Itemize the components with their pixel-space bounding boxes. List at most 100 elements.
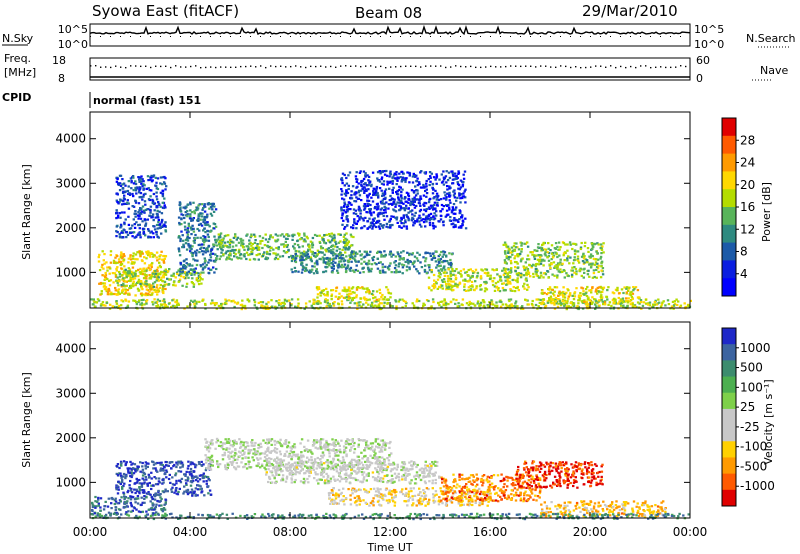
velocity-cell bbox=[152, 467, 155, 470]
power-cell bbox=[395, 191, 398, 194]
power-cell bbox=[189, 217, 192, 220]
power-cell bbox=[355, 196, 358, 199]
power-cell bbox=[257, 301, 260, 304]
power-cell bbox=[345, 176, 348, 180]
freq-unit-label: [MHz] bbox=[4, 66, 36, 79]
power-cell bbox=[127, 257, 130, 260]
power-cell bbox=[404, 304, 407, 307]
power-cell bbox=[125, 230, 128, 234]
power-cell bbox=[161, 224, 164, 227]
power-cell bbox=[324, 261, 327, 264]
velocity-cell bbox=[130, 475, 133, 479]
power-cell bbox=[346, 210, 349, 213]
power-cell bbox=[464, 201, 467, 204]
power-cell bbox=[644, 298, 648, 301]
power-cell bbox=[141, 205, 145, 208]
power-cell bbox=[435, 182, 438, 185]
power-cell bbox=[408, 268, 411, 271]
freq-point bbox=[380, 65, 382, 68]
power-cell bbox=[576, 258, 580, 261]
power-cell bbox=[451, 206, 454, 209]
power-cell bbox=[448, 195, 451, 198]
power-cell bbox=[301, 258, 304, 262]
power-cell bbox=[338, 265, 342, 268]
power-cell bbox=[121, 274, 124, 277]
power-cell bbox=[459, 211, 462, 214]
power-cell bbox=[446, 277, 450, 280]
velocity-cell bbox=[160, 497, 163, 501]
power-cell bbox=[155, 276, 158, 279]
power-cell bbox=[376, 251, 379, 254]
power-cell bbox=[350, 292, 353, 295]
power-cell bbox=[425, 179, 428, 183]
power-cell bbox=[339, 256, 342, 259]
power-cell bbox=[128, 231, 132, 235]
power-cell bbox=[145, 288, 149, 291]
power-cell bbox=[362, 256, 365, 259]
power-cell bbox=[619, 298, 622, 301]
power-cell bbox=[274, 252, 277, 255]
power-cell bbox=[380, 253, 383, 256]
power-cell bbox=[436, 201, 439, 204]
power-cell bbox=[268, 253, 272, 256]
power-cell bbox=[374, 304, 377, 307]
power-cell bbox=[561, 293, 565, 296]
power-cell bbox=[108, 307, 112, 310]
power-cell bbox=[337, 253, 341, 256]
power-cell bbox=[547, 242, 550, 245]
velocity-cell bbox=[179, 462, 182, 465]
power-cell bbox=[122, 260, 125, 263]
power-cell bbox=[233, 305, 236, 309]
power-cell bbox=[399, 251, 403, 254]
power-cell bbox=[234, 233, 237, 236]
power-cell bbox=[468, 279, 471, 282]
power-cell bbox=[187, 270, 190, 273]
power-cell bbox=[464, 289, 468, 292]
power-cell bbox=[172, 304, 175, 307]
power-cell bbox=[514, 270, 517, 273]
power-ytick-label-0: 1000 bbox=[55, 265, 86, 279]
power-cell bbox=[354, 209, 357, 212]
power-cell bbox=[123, 194, 126, 197]
power-cell bbox=[196, 236, 199, 239]
power-cell bbox=[584, 288, 588, 291]
power-cell bbox=[463, 278, 467, 281]
power-cell bbox=[447, 262, 450, 265]
freq-point bbox=[430, 65, 432, 67]
power-cell bbox=[434, 225, 437, 228]
power-cell bbox=[556, 298, 560, 301]
power-cell bbox=[342, 265, 346, 268]
velocity-cell bbox=[167, 464, 170, 467]
power-cell bbox=[522, 285, 525, 288]
power-cell bbox=[321, 247, 324, 250]
power-cell bbox=[391, 179, 394, 182]
power-cell bbox=[500, 300, 503, 304]
power-cell bbox=[460, 225, 463, 228]
power-cell bbox=[581, 307, 585, 310]
power-cell bbox=[343, 205, 346, 208]
power-cell bbox=[201, 268, 205, 271]
power-cell bbox=[390, 304, 393, 308]
power-cell bbox=[208, 225, 211, 228]
power-cell bbox=[124, 190, 127, 193]
power-cell bbox=[392, 208, 395, 211]
power-cell bbox=[672, 304, 676, 307]
power-cell bbox=[155, 233, 158, 236]
power-cell bbox=[631, 297, 634, 300]
power-cell bbox=[134, 210, 137, 213]
power-cell bbox=[653, 301, 657, 304]
nsearch-point bbox=[460, 36, 461, 37]
power-cell bbox=[380, 201, 384, 205]
power-cell bbox=[568, 262, 571, 265]
power-cell bbox=[108, 289, 111, 292]
power-cell bbox=[110, 293, 113, 296]
power-cell bbox=[330, 289, 333, 292]
nsearch-point bbox=[510, 36, 511, 37]
power-cell bbox=[128, 192, 131, 195]
velocity-cell bbox=[119, 482, 122, 486]
power-cell bbox=[448, 219, 452, 222]
power-cell bbox=[118, 212, 121, 215]
power-cell bbox=[549, 249, 552, 252]
power-cell bbox=[440, 203, 444, 207]
power-cell bbox=[367, 179, 370, 182]
